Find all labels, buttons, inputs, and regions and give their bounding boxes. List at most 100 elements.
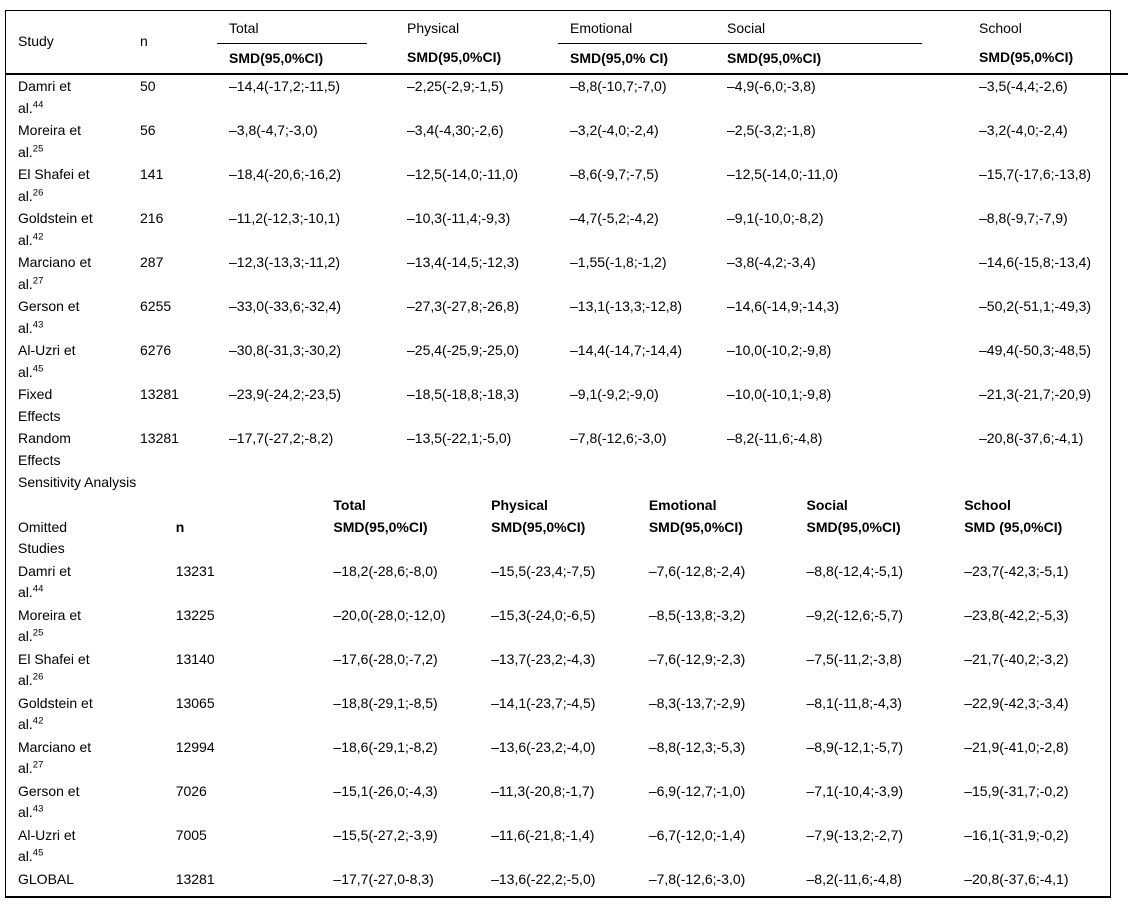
omitted-study-row: Damri et al.44 13231 –18,2(-28,6;-8,0) –… [6, 560, 1110, 604]
citation-ref: 25 [32, 142, 44, 154]
physical-smd-cell: –2,25(-2,9;-1,5) [407, 78, 504, 94]
social-smd-cell: –7,5(-11,2;-3,8) [806, 650, 902, 667]
physical-smd-cell: –12,5(-14,0;-11,0) [407, 166, 519, 182]
citation-ref: 27 [32, 759, 44, 771]
social-column-header: Social SMD(95,0%CI) [715, 11, 967, 75]
study-name: Al-Uzri et al. [18, 342, 76, 380]
social-smd-cell: –9,1(-10,0;-8,2) [727, 210, 824, 226]
total-smd-cell: –14,4(-17,2;-11,5) [229, 78, 341, 94]
total-smd-cell: –17,7(-27,2;-8,2) [229, 430, 334, 446]
total-smd-cell: –17,7(-27,0-8,3) [333, 870, 434, 887]
omitted-studies-column-header: Omitted Studies [18, 518, 68, 557]
citation-ref: 26 [32, 186, 44, 198]
physical-smd-cell: –27,3(-27,8;-26,8) [407, 298, 520, 314]
physical-smd-cell: –11,3(-20,8;-1,7) [491, 782, 595, 799]
total-smd-cell: –3,8(-4,7;-3,0) [229, 122, 318, 138]
school-column-header: School SMD(95,0%CI) [967, 11, 1128, 75]
omitted-study-row: El Shafei et al.26 13140 –17,6(-28,0;-7,… [6, 648, 1110, 692]
school-smd-cell: –15,7(-17,6;-13,8) [979, 166, 1092, 182]
citation-ref: 44 [32, 98, 44, 110]
study-name: Damri et al. [18, 562, 71, 601]
physical-smd-cell: –3,4(-4,30;-2,6) [407, 122, 504, 138]
study-row: Gerson et al.43 6255 –33,0(-33,6;-32,4) … [6, 295, 1128, 339]
omitted-study-row: Al-Uzri et al.45 7005 –15,5(-27,2;-3,9) … [6, 824, 1110, 868]
primary-header-row: Study n Total SMD(95,0%CI) Physical SMD(… [6, 11, 1128, 75]
n-cell: 6255 [140, 298, 172, 314]
study-name: Random Effects [18, 430, 71, 468]
study-name-cell: El Shafei et al.26 [6, 648, 164, 692]
social-smd-cell: –8,8(-12,4;-5,1) [806, 562, 904, 579]
total-smd-cell: –15,1(-26,0;-4,3) [333, 782, 438, 799]
school-smd-cell: –50,2(-51,1;-49,3) [979, 298, 1092, 314]
study-row: Al-Uzri et al.45 6276 –30,8(-31,3;-30,2)… [6, 339, 1128, 383]
social-smd-label: SMD(95,0%CI) [806, 518, 901, 535]
n-column-header: n [128, 11, 217, 75]
school-group-label: School [979, 20, 1022, 36]
study-name-cell: Marciano et al.27 [6, 251, 128, 295]
total-smd-cell: –18,4(-20,6;-16,2) [229, 166, 342, 182]
total-smd-label: SMD(95,0%CI) [229, 50, 324, 66]
emotional-smd-cell: –8,8(-12,3;-5,3) [648, 738, 746, 755]
school-smd-cell: –20,8(-37,6;-4,1) [964, 870, 1069, 887]
social-smd-cell: –8,2(-11,6;-4,8) [727, 430, 823, 446]
study-name-cell: Goldstein et al.42 [6, 207, 128, 251]
study-name-cell: Al-Uzri et al.45 [6, 824, 164, 868]
citation-ref: 45 [32, 847, 44, 859]
physical-column-header: Physical SMD(95,0%CI) [395, 11, 558, 75]
study-row: Goldstein et al.42 216 –11,2(-12,3;-10,1… [6, 207, 1128, 251]
emotional-smd-cell: –13,1(-13,3;-12,8) [570, 298, 683, 314]
emotional-smd-cell: –7,8(-12,6;-3,0) [570, 430, 667, 446]
school-smd-cell: –16,1(-31,9;-0,2) [964, 826, 1069, 843]
school-smd-cell: –22,9(-42,3;-3,4) [964, 694, 1069, 711]
study-name-cell: Fixed Effects [6, 383, 128, 427]
school-smd-cell: –23,8(-42,2;-5,3) [964, 606, 1069, 623]
school-column-header: School SMD (95,0%CI) [952, 495, 1110, 560]
study-name: Marciano et al. [18, 254, 92, 292]
study-name-cell: Moreira et al.25 [6, 119, 128, 163]
n-cell: 13140 [175, 650, 215, 667]
physical-smd-cell: –13,6(-23,2;-4,0) [491, 738, 596, 755]
sensitivity-header-row: Omitted Studies n Total SMD(95,0%CI) Phy… [6, 495, 1110, 560]
study-name: Moreira et al. [18, 606, 82, 645]
school-smd-cell: –20,8(-37,6;-4,1) [979, 430, 1084, 446]
emotional-smd-cell: –14,4(-14,7;-14,4) [570, 342, 683, 358]
n-column-header: n [175, 518, 185, 535]
study-name-cell: Marciano et al.27 [6, 736, 164, 780]
school-smd-label: SMD (95,0%CI) [964, 518, 1063, 535]
social-smd-cell: –7,1(-10,4;-3,9) [806, 782, 904, 799]
citation-ref: 45 [32, 362, 44, 374]
physical-smd-cell: –13,5(-22,1;-5,0) [407, 430, 512, 446]
physical-smd-cell: –14,1(-23,7;-4,5) [491, 694, 596, 711]
emotional-smd-cell: –8,5(-13,8;-3,2) [648, 606, 746, 623]
n-cell: 141 [140, 166, 164, 182]
study-name: Moreira et al. [18, 122, 82, 160]
study-name-cell: Random Effects [6, 427, 128, 471]
citation-ref: 42 [32, 230, 44, 242]
n-cell: 13225 [175, 606, 215, 623]
n-cell: 12994 [175, 738, 215, 755]
study-name-cell: Damri et al.44 [6, 74, 128, 119]
emotional-group-label: Emotional [558, 11, 715, 44]
social-smd-label: SMD(95,0%CI) [727, 50, 822, 66]
total-smd-cell: –18,2(-28,6;-8,0) [333, 562, 438, 579]
omitted-study-row: Marciano et al.27 12994 –18,6(-29,1;-8,2… [6, 736, 1110, 780]
total-smd-cell: –18,8(-29,1;-8,5) [333, 694, 438, 711]
physical-group-label: Physical [407, 20, 460, 36]
study-name-cell: Gerson et al.43 [6, 780, 164, 824]
school-smd-cell: –8,8(-9,7;-7,9) [979, 210, 1068, 226]
n-cell: 50 [140, 78, 156, 94]
emotional-smd-cell: –7,8(-12,6;-3,0) [648, 870, 746, 887]
citation-ref: 26 [32, 671, 44, 683]
sensitivity-section-label: Sensitivity Analysis [18, 474, 137, 490]
study-name-cell: Gerson et al.43 [6, 295, 128, 339]
study-row: Damri et al.44 50 –14,4(-17,2;-11,5) –2,… [6, 74, 1128, 119]
physical-smd-cell: –15,5(-23,4;-7,5) [491, 562, 596, 579]
school-smd-cell: –21,3(-21,7;-20,9) [979, 386, 1092, 402]
emotional-smd-cell: –7,6(-12,9;-2,3) [648, 650, 746, 667]
global-row: GLOBAL 13281 –17,7(-27,0-8,3) –13,6(-22,… [6, 868, 1110, 893]
physical-smd-label: SMD(95,0%CI) [491, 518, 586, 535]
school-smd-cell: –3,5(-4,4;-2,6) [979, 78, 1068, 94]
study-name: Gerson et al. [18, 782, 80, 821]
study-name-cell: Goldstein et al.42 [6, 692, 164, 736]
n-cell: 56 [140, 122, 156, 138]
